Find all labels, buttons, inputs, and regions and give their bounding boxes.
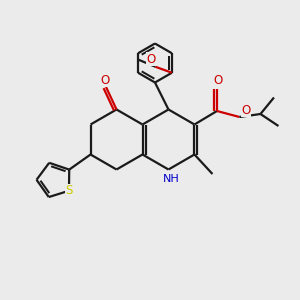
Text: O: O	[214, 74, 223, 88]
Text: O: O	[100, 74, 109, 87]
Text: O: O	[242, 104, 251, 117]
Text: NH: NH	[163, 174, 180, 184]
Text: O: O	[146, 53, 155, 66]
Text: S: S	[65, 184, 73, 197]
